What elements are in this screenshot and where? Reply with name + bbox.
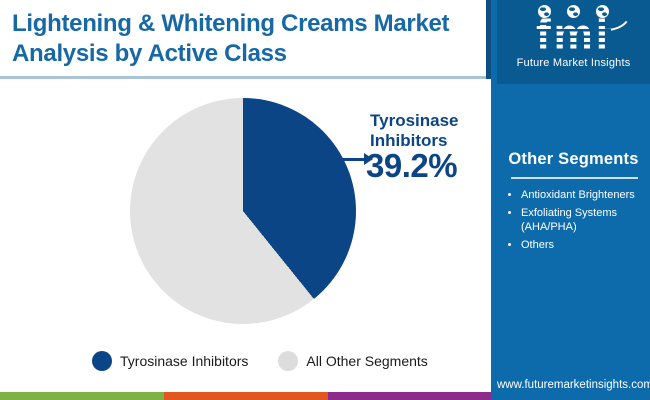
other-segments-heading: Other Segments [508, 150, 639, 168]
globe-apac-icon [596, 5, 609, 18]
list-item: Antioxidant Brighteners [521, 188, 650, 203]
fmi-logo: fmi Future Market Insights [497, 0, 650, 84]
callout-label: Tyrosinase Inhibitors [370, 111, 459, 151]
bottom-accent-stripes [0, 392, 491, 400]
list-item: Others [521, 238, 650, 253]
legend-swatch-tyrosinase [92, 351, 112, 371]
other-segments-list: Antioxidant Brighteners Exfoliating Syst… [497, 188, 650, 252]
page-title-line-2: Analysis by Active Class [12, 39, 287, 67]
top-accent-strip [486, 0, 491, 79]
logo-globes [538, 5, 609, 18]
callout-value: 39.2% [366, 147, 458, 184]
chart-legend: Tyrosinase Inhibitors All Other Segments [92, 351, 428, 371]
globe-emea-icon [567, 5, 580, 18]
legend-label: Tyrosinase Inhibitors [120, 353, 249, 369]
sidebar: fmi Future Market Insights Other Segment… [491, 0, 650, 400]
logo-wordmark: fmi [536, 12, 611, 58]
website-link[interactable]: www.futuremarketinsights.com [497, 379, 650, 391]
stripe-green [0, 392, 164, 400]
header-divider [0, 76, 491, 79]
globe-americas-icon [538, 5, 551, 18]
page-title: Lightening & Whitening Creams Market Ana… [12, 9, 490, 69]
pie-chart [130, 98, 356, 324]
logo-wordmark-stripes [536, 12, 611, 58]
legend-item-other: All Other Segments [278, 351, 428, 371]
list-item: Exfoliating Systems (AHA/PHA) [521, 206, 650, 235]
other-segments-panel: Other Segments Antioxidant Brighteners E… [497, 150, 650, 255]
callout-arrow [341, 158, 365, 161]
legend-swatch-other [278, 351, 299, 371]
logo-tagline: Future Market Insights [516, 57, 631, 69]
stripe-purple [328, 392, 491, 400]
legend-label: All Other Segments [306, 353, 428, 369]
page-title-line-1: Lightening & Whitening Creams Market [12, 10, 450, 37]
legend-item-tyrosinase: Tyrosinase Inhibitors [92, 351, 248, 371]
other-segments-rule [511, 177, 638, 179]
callout-arrow-head-icon [364, 153, 373, 165]
stripe-orange [164, 392, 328, 400]
